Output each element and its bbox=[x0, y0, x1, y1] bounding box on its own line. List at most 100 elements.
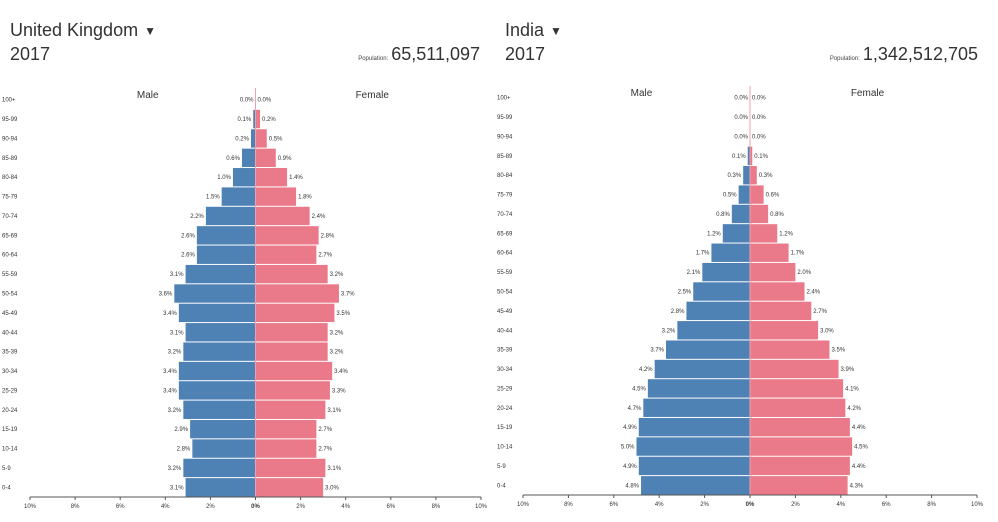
female-value-label: 2.7% bbox=[813, 309, 827, 315]
female-value-label: 4.3% bbox=[850, 483, 864, 489]
x-tick-label: 4% bbox=[836, 502, 845, 508]
female-header: Female bbox=[851, 88, 885, 99]
x-tick-label: 10% bbox=[24, 504, 37, 510]
male-bar bbox=[654, 359, 750, 379]
female-value-label: 2.4% bbox=[312, 214, 326, 220]
male-bar bbox=[643, 398, 750, 417]
male-value-label: 0.0% bbox=[240, 98, 254, 104]
female-bar bbox=[255, 168, 288, 187]
country-name: India bbox=[505, 20, 545, 40]
male-bar bbox=[253, 109, 256, 129]
female-value-label: 1.2% bbox=[779, 231, 793, 237]
age-group-label: 60-64 bbox=[2, 253, 18, 259]
female-value-label: 3.2% bbox=[330, 330, 344, 336]
male-value-label: 0.0% bbox=[734, 96, 748, 102]
age-group-label: 45-49 bbox=[497, 309, 513, 315]
male-value-label: 2.6% bbox=[181, 233, 195, 239]
age-group-label: 5-9 bbox=[497, 464, 506, 470]
female-bar bbox=[255, 109, 261, 129]
x-tick-label: 0% bbox=[746, 502, 755, 508]
age-group-label: 50-54 bbox=[2, 292, 18, 298]
female-value-label: 4.4% bbox=[852, 425, 866, 431]
age-group-label: 65-69 bbox=[497, 231, 513, 237]
age-group-label: 60-64 bbox=[497, 251, 513, 257]
male-value-label: 3.1% bbox=[170, 330, 184, 336]
male-value-label: 3.6% bbox=[159, 292, 173, 298]
female-bar bbox=[750, 321, 819, 340]
female-value-label: 3.0% bbox=[325, 485, 339, 491]
age-group-label: 65-69 bbox=[2, 233, 18, 239]
female-value-label: 1.4% bbox=[289, 175, 303, 181]
male-value-label: 4.9% bbox=[623, 464, 637, 470]
age-group-label: 15-19 bbox=[2, 427, 18, 433]
female-value-label: 1.7% bbox=[791, 251, 805, 257]
age-group-label: 90-94 bbox=[497, 134, 513, 140]
male-value-label: 4.8% bbox=[625, 483, 639, 489]
country-dropdown[interactable]: India ▼ bbox=[505, 20, 562, 41]
female-bar bbox=[255, 264, 328, 284]
age-group-label: 80-84 bbox=[497, 173, 513, 179]
male-value-label: 0.0% bbox=[734, 115, 748, 121]
x-tick-label: 10% bbox=[971, 502, 984, 508]
male-value-label: 0.5% bbox=[723, 193, 737, 199]
age-group-label: 85-89 bbox=[497, 154, 513, 160]
male-value-label: 3.2% bbox=[168, 408, 182, 414]
male-bar bbox=[731, 204, 750, 224]
x-tick-label: 2% bbox=[791, 502, 800, 508]
female-value-label: 2.8% bbox=[321, 233, 335, 239]
male-value-label: 3.1% bbox=[170, 272, 184, 278]
male-bar bbox=[711, 243, 750, 262]
population-label: Population: bbox=[829, 56, 860, 62]
age-group-label: 20-24 bbox=[2, 408, 18, 414]
female-value-label: 0.8% bbox=[770, 212, 784, 218]
male-value-label: 3.2% bbox=[662, 328, 676, 334]
country-dropdown[interactable]: United Kingdom ▼ bbox=[10, 20, 156, 41]
female-bar bbox=[255, 439, 317, 458]
male-value-label: 0.3% bbox=[728, 173, 742, 179]
age-group-label: 100+ bbox=[497, 96, 511, 102]
male-bar bbox=[702, 262, 750, 282]
male-header: Male bbox=[137, 90, 159, 101]
female-bar bbox=[750, 282, 805, 301]
female-bar bbox=[255, 245, 317, 264]
female-bar bbox=[750, 379, 844, 398]
x-tick-label: 0% bbox=[251, 504, 260, 510]
female-bar bbox=[750, 185, 764, 204]
male-value-label: 3.4% bbox=[163, 388, 177, 394]
male-bar bbox=[738, 185, 750, 204]
male-value-label: 2.8% bbox=[671, 309, 685, 315]
female-value-label: 3.2% bbox=[330, 350, 344, 356]
male-bar bbox=[241, 148, 256, 168]
age-group-label: 70-74 bbox=[497, 212, 513, 218]
male-bar bbox=[743, 166, 750, 185]
male-bar bbox=[693, 282, 750, 301]
male-value-label: 2.2% bbox=[190, 214, 204, 220]
x-tick-label: 8% bbox=[71, 504, 80, 510]
female-bar bbox=[255, 226, 319, 245]
female-value-label: 0.0% bbox=[752, 96, 766, 102]
age-group-label: 20-24 bbox=[497, 406, 513, 412]
country-name: United Kingdom bbox=[10, 20, 139, 40]
female-bar bbox=[750, 243, 789, 262]
female-value-label: 0.1% bbox=[754, 154, 768, 160]
population-value: 1,342,512,705 bbox=[862, 44, 978, 64]
age-group-label: 100+ bbox=[2, 98, 16, 104]
female-bar bbox=[750, 224, 778, 243]
female-value-label: 2.0% bbox=[797, 270, 811, 276]
female-value-label: 0.5% bbox=[269, 136, 283, 142]
age-group-label: 55-59 bbox=[2, 272, 18, 278]
age-group-label: 90-94 bbox=[2, 136, 18, 142]
female-value-label: 0.0% bbox=[258, 98, 272, 104]
male-bar bbox=[185, 264, 256, 284]
female-bar bbox=[255, 303, 335, 323]
female-value-label: 3.3% bbox=[332, 388, 346, 394]
male-value-label: 0.0% bbox=[734, 134, 748, 140]
male-bar bbox=[178, 381, 256, 400]
female-value-label: 3.0% bbox=[820, 328, 834, 334]
female-value-label: 3.7% bbox=[341, 292, 355, 298]
male-bar bbox=[185, 323, 256, 342]
male-value-label: 2.1% bbox=[687, 270, 701, 276]
male-value-label: 2.9% bbox=[174, 427, 188, 433]
female-value-label: 4.4% bbox=[852, 464, 866, 470]
male-bar bbox=[174, 284, 256, 303]
